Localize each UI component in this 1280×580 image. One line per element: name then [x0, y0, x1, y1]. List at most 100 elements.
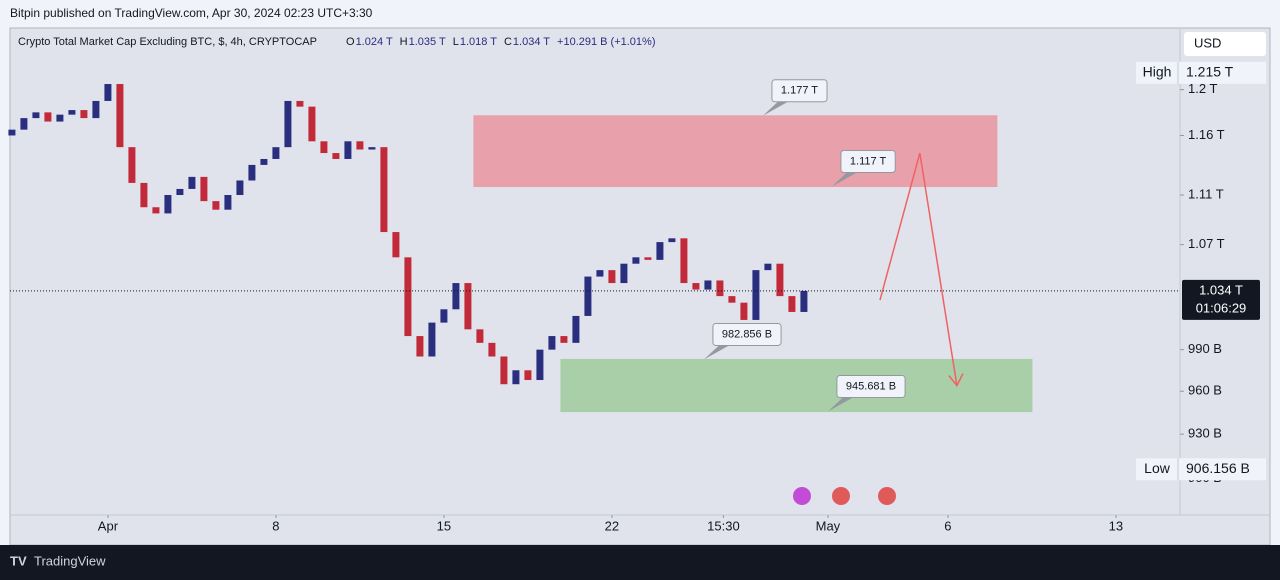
zone-label: 982.856 B — [722, 328, 772, 340]
candle-body — [380, 147, 388, 233]
callout-box — [771, 79, 828, 103]
footer-brand: TradingView — [34, 553, 106, 568]
callout-box — [840, 150, 896, 174]
candle-body — [500, 356, 508, 385]
candle-body — [116, 84, 124, 148]
event-icon — [832, 487, 850, 505]
candle-body — [104, 84, 112, 101]
candle-body — [776, 263, 784, 297]
price-label-box — [1182, 279, 1260, 320]
candle-body — [752, 270, 760, 320]
candle-body — [224, 195, 232, 210]
y-tick-label: 930 B — [1188, 426, 1222, 441]
candle-body — [620, 263, 628, 284]
candle-body — [800, 290, 808, 312]
candle-body — [20, 118, 28, 130]
candle-body — [56, 114, 64, 122]
currency: USD — [1194, 35, 1221, 50]
zone-label: 1.177 T — [781, 85, 818, 97]
candle-body — [560, 336, 568, 343]
y-tick-label: 1.07 T — [1188, 236, 1225, 251]
ohlc-value: 1.035 T — [409, 36, 446, 48]
candle-body — [344, 141, 352, 159]
ohlc-key: L — [453, 36, 459, 48]
high-label-box — [1136, 61, 1266, 84]
candle-body — [572, 315, 580, 343]
candle-body — [488, 342, 496, 357]
candle-body — [524, 370, 532, 381]
candle-body — [656, 242, 664, 260]
candle-body — [176, 188, 184, 196]
candle-body — [128, 147, 136, 183]
callout-pointer — [762, 101, 788, 116]
candle-body — [212, 201, 220, 210]
callout-pointer — [827, 397, 853, 412]
candle-body — [512, 370, 520, 385]
candle-body — [464, 283, 472, 330]
candle-body — [416, 336, 424, 357]
callout-box — [836, 375, 906, 399]
candle-body — [680, 238, 688, 284]
candle-body — [428, 322, 436, 357]
candle-body — [308, 106, 316, 142]
ohlc-value: 1.034 T — [513, 36, 550, 48]
y-tick-label: 1.11 T — [1188, 186, 1224, 201]
y-tick-label: 1.2 T — [1188, 81, 1217, 96]
zone-label: 945.681 B — [846, 380, 896, 392]
zone — [473, 115, 998, 188]
currency-button[interactable] — [1184, 32, 1266, 56]
x-tick-label: 6 — [944, 518, 951, 533]
candle-body — [272, 147, 280, 159]
zone-label: 1.117 T — [850, 155, 887, 167]
candle-body — [452, 283, 460, 310]
price-label: 1.034 T — [1199, 282, 1243, 297]
candle-body — [140, 182, 148, 208]
symbol: Crypto Total Market Cap Excluding BTC, $… — [18, 36, 317, 48]
candle-body — [200, 176, 208, 202]
high-name: High — [1143, 64, 1172, 80]
candle-body — [440, 309, 448, 323]
candle-body — [596, 270, 604, 277]
x-tick-label: 22 — [605, 518, 619, 533]
y-tick-label: 960 B — [1188, 383, 1222, 398]
event-icon — [793, 487, 811, 505]
candle-body — [164, 195, 172, 214]
event-icons — [793, 487, 896, 505]
x-tick-label: 15:30 — [707, 518, 740, 533]
ohlc-key: O — [346, 36, 355, 48]
candle-body — [296, 100, 304, 107]
candle-body — [764, 263, 772, 271]
x-tick-label: 8 — [272, 518, 279, 533]
candle-body — [260, 158, 268, 165]
candle-body — [548, 336, 556, 350]
candle-body — [632, 257, 640, 264]
ohlc: O 1.024 T H 1.035 T L 1.018 T C 1.034 T — [346, 36, 550, 48]
candle-body — [404, 257, 412, 337]
candle-body — [68, 110, 76, 115]
candle-body — [248, 164, 256, 181]
candle-body — [392, 232, 400, 258]
ohlc-value: 1.018 T — [460, 36, 497, 48]
ohlc-value: 1.024 T — [356, 36, 393, 48]
candle-body — [320, 141, 328, 154]
high-value: 1.215 T — [1186, 64, 1234, 80]
candle-body — [740, 302, 748, 320]
chart-area — [9, 27, 1271, 546]
footer-bar — [0, 545, 1280, 580]
candle-body — [44, 112, 52, 122]
candle-body — [716, 280, 724, 297]
candle-body — [32, 112, 40, 119]
low-name: Low — [1144, 460, 1171, 476]
projection-line — [879, 152, 958, 386]
low-value: 906.156 B — [1186, 460, 1250, 476]
x-tick-label: 15 — [437, 518, 451, 533]
candle-body — [92, 100, 100, 119]
candle-body — [644, 257, 652, 260]
ohlc-key: C — [504, 36, 512, 48]
candle-body — [728, 296, 736, 303]
candle-body — [152, 207, 160, 214]
candle-body — [8, 129, 16, 136]
price-countdown: 01:06:29 — [1196, 300, 1247, 315]
